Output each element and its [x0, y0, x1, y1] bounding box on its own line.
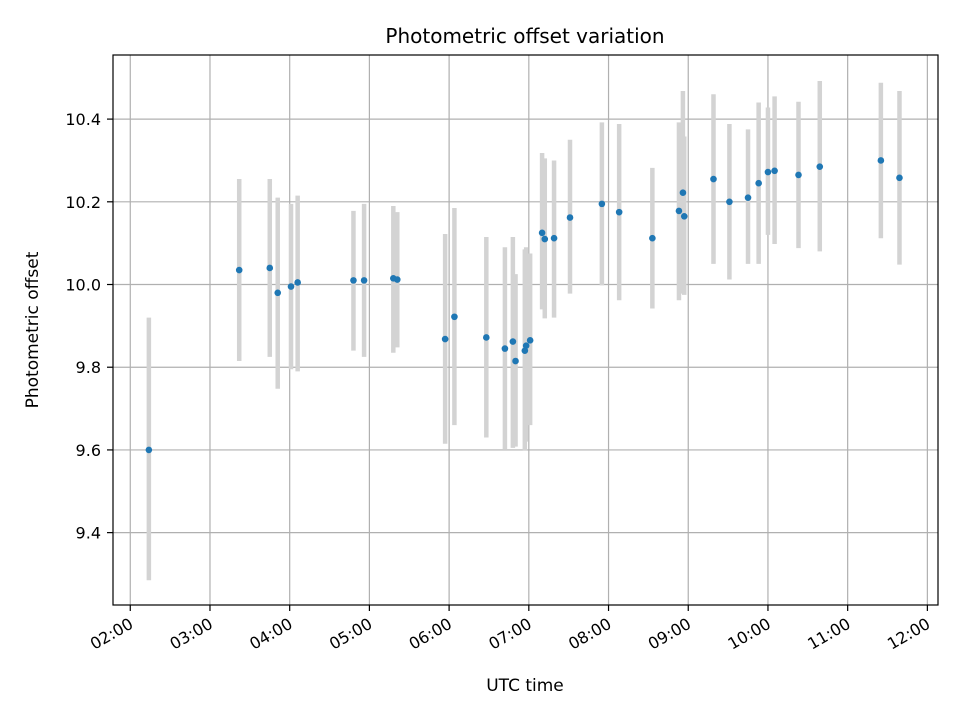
chart-title: Photometric offset variation: [385, 24, 664, 48]
y-tick-label: 10.4: [65, 110, 101, 129]
data-point: [509, 338, 517, 345]
data-point: [274, 289, 282, 297]
y-axis-label: Photometric offset: [23, 251, 43, 408]
data-point: [795, 171, 802, 179]
data-point: [266, 264, 274, 272]
data-point: [451, 313, 458, 321]
x-axis-label: UTC time: [486, 676, 564, 696]
plot-frame: [112, 54, 939, 606]
data-point: [235, 266, 243, 274]
data-point: [771, 167, 778, 175]
data-point: [145, 446, 153, 454]
data-point: [522, 342, 530, 350]
data-point: [550, 234, 558, 242]
data-point: [615, 208, 623, 216]
data-point: [541, 235, 549, 243]
data-point: [726, 198, 733, 206]
data-point: [441, 335, 449, 343]
data-point: [538, 229, 546, 237]
data-point: [483, 334, 490, 341]
data-point: [710, 175, 717, 183]
y-axis: 9.4 9.6 9.8 10.0 10.2 10.4: [65, 110, 113, 543]
data-point: [816, 163, 824, 170]
data-point: [294, 279, 301, 286]
y-tick-label: 10.0: [65, 276, 101, 295]
data-point: [598, 200, 606, 208]
data-point: [755, 179, 762, 187]
data-point: [521, 347, 529, 354]
data-point: [675, 207, 683, 215]
data-point: [360, 277, 368, 284]
data-point: [680, 212, 688, 220]
y-tick-label: 9.8: [76, 358, 101, 377]
data-point: [350, 277, 357, 284]
data-point: [526, 337, 534, 344]
data-point: [877, 157, 885, 164]
data-point: [501, 345, 509, 352]
data-point: [744, 194, 752, 201]
data-point: [512, 357, 519, 365]
y-tick-label: 9.6: [76, 441, 101, 460]
y-tick-label: 10.2: [65, 193, 101, 212]
y-tick-label: 9.4: [76, 524, 101, 543]
data-point: [287, 283, 295, 290]
data-point: [679, 189, 687, 197]
data-point: [764, 168, 772, 176]
data-point: [566, 214, 574, 221]
data-point: [649, 234, 656, 242]
data-points: [145, 157, 903, 454]
data-point: [393, 276, 401, 283]
data-point: [896, 174, 903, 182]
